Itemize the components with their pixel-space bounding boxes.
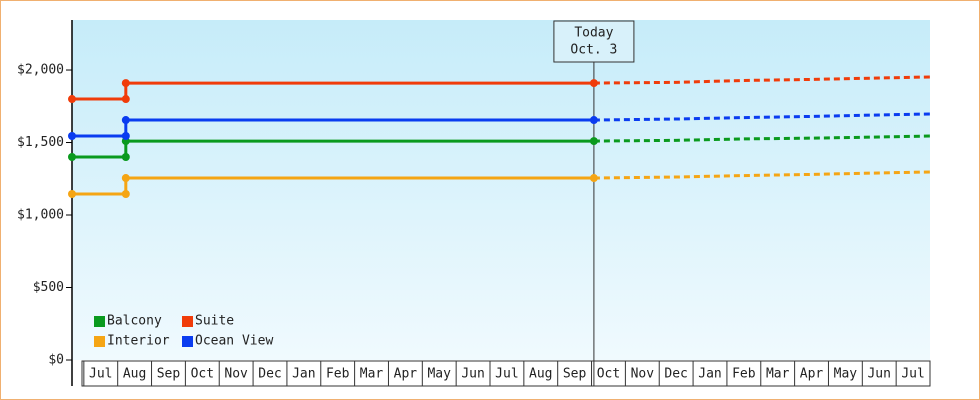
point xyxy=(68,153,76,162)
x-tick-label: Jun xyxy=(867,367,890,382)
x-tick-label: Oct xyxy=(191,367,214,382)
forecast-line xyxy=(593,134,931,143)
point xyxy=(121,189,130,198)
legend-label: Balcony xyxy=(107,314,162,329)
today-label: Today xyxy=(574,26,613,41)
y-tick-label: $1,000 xyxy=(17,208,64,223)
x-tick-label: Jul xyxy=(89,367,112,382)
x-tick-label: Oct xyxy=(597,367,620,382)
forecast-line xyxy=(593,112,931,122)
point xyxy=(121,95,130,104)
x-tick-label: Apr xyxy=(394,367,418,382)
y-tick-label: $2,000 xyxy=(17,63,64,78)
x-tick-label: Sep xyxy=(563,367,587,382)
series-line xyxy=(72,118,594,138)
x-tick-label: Feb xyxy=(326,367,350,382)
x-tick-label: Nov xyxy=(631,367,655,382)
y-tick-label: $1,500 xyxy=(17,135,64,150)
series-line xyxy=(72,176,594,196)
point xyxy=(589,174,598,183)
x-tick-label: Mar xyxy=(360,367,384,382)
point xyxy=(589,116,598,125)
x-tick-label: Jul xyxy=(495,367,518,382)
x-tick-label: Jun xyxy=(461,367,484,382)
legend-swatch xyxy=(94,336,105,347)
point xyxy=(589,137,598,146)
legend-swatch xyxy=(94,316,105,327)
x-tick-label: Aug xyxy=(529,367,552,382)
x-tick-label: Sep xyxy=(157,367,181,382)
x-tick-label: May xyxy=(834,367,858,382)
x-tick-label: Apr xyxy=(800,367,824,382)
y-tick-label: $500 xyxy=(33,280,64,295)
y-tick-label: $0 xyxy=(48,353,64,368)
point xyxy=(121,153,130,162)
series-line xyxy=(72,81,594,101)
point xyxy=(68,95,76,104)
x-tick-label: Nov xyxy=(224,367,248,382)
legend-label: Suite xyxy=(195,314,234,329)
point xyxy=(68,189,76,198)
today-date: Oct. 3 xyxy=(570,43,617,58)
point xyxy=(121,131,130,140)
point xyxy=(589,79,598,88)
point xyxy=(68,131,76,140)
forecast-line xyxy=(593,170,931,180)
x-tick-label: Dec xyxy=(258,367,281,382)
x-tick-label: Dec xyxy=(664,367,687,382)
legend-swatch xyxy=(182,336,193,347)
point xyxy=(121,174,130,183)
x-tick-label: Aug xyxy=(123,367,146,382)
x-tick-label: Mar xyxy=(766,367,790,382)
legend-label: Interior xyxy=(107,334,170,349)
series-line xyxy=(72,139,594,159)
x-tick-label: Jan xyxy=(698,367,721,382)
x-tick-label: May xyxy=(427,367,451,382)
x-tick-label: Feb xyxy=(732,367,756,382)
x-tick-label: Jul xyxy=(901,367,924,382)
plot-background xyxy=(72,20,930,360)
x-tick-label: Jan xyxy=(292,367,315,382)
legend-swatch xyxy=(182,316,193,327)
point xyxy=(121,116,130,125)
today-box xyxy=(553,20,635,63)
point xyxy=(121,79,130,88)
forecast-line xyxy=(593,75,931,85)
legend-label: Ocean View xyxy=(195,334,273,349)
x-axis-band xyxy=(81,360,931,387)
